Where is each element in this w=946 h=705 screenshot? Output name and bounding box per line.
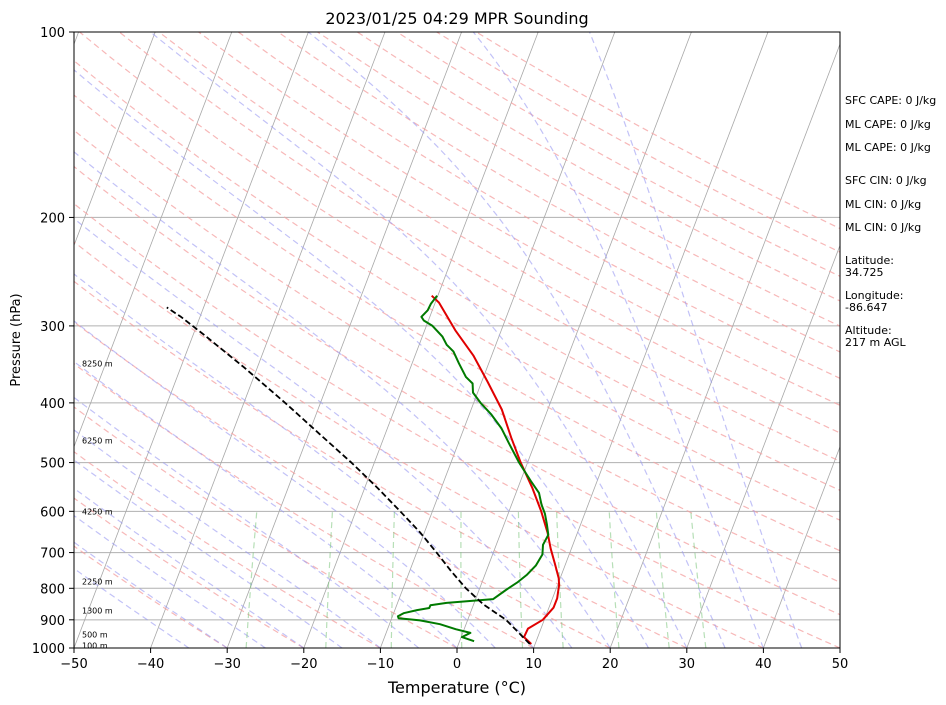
x-tick-label: −30 — [213, 657, 240, 672]
dry-adiabat-line — [74, 451, 381, 648]
moist-adiabat-line — [74, 273, 535, 648]
x-axis-ticks: −50 −40 −30 −20 −10 0 10 20 30 40 50 — [60, 648, 848, 672]
height-label: 1300 m — [82, 607, 113, 616]
dry-adiabat-line — [74, 94, 840, 552]
isotherm-line — [686, 244, 840, 648]
height-label: 100 m — [82, 641, 108, 650]
isotherm-line — [533, 32, 769, 648]
dry-adiabat-line — [74, 406, 458, 648]
isotherm-line — [609, 42, 840, 648]
x-tick-label: −10 — [367, 657, 394, 672]
moist-adiabat-line — [307, 32, 726, 648]
dry-adiabat-line — [74, 241, 764, 648]
y-tick-label: 100 — [40, 26, 65, 41]
data-series — [166, 294, 561, 645]
isotherm-line — [763, 445, 840, 648]
height-label: 8250 m — [82, 359, 113, 368]
dry-adiabat-line — [74, 60, 840, 521]
x-tick-label: −20 — [290, 657, 317, 672]
y-tick-label: 900 — [40, 614, 65, 629]
y-tick-label: 400 — [40, 397, 65, 412]
ml-cin-text-2: ML CIN: 0 J/kg — [845, 221, 921, 234]
ml-cape-text-2: ML CAPE: 0 J/kg — [845, 141, 931, 154]
x-tick-label: 40 — [755, 657, 772, 672]
dry-adiabat-line — [74, 165, 840, 616]
ml-cape-text: ML CAPE: 0 J/kg — [845, 118, 931, 131]
chart-title: 2023/01/25 04:29 MPR Sounding — [325, 9, 588, 28]
x-tick-label: 30 — [679, 657, 696, 672]
y-tick-label: 600 — [40, 505, 65, 520]
moist-adiabat-line — [150, 32, 688, 648]
height-label: 2250 m — [82, 578, 113, 587]
dry-adiabat-line — [74, 497, 305, 648]
isotherm-line — [74, 32, 156, 247]
isotherm-line — [226, 32, 462, 648]
mixing-ratio-line — [655, 511, 670, 648]
sfc-cin-text: SFC CIN: 0 J/kg — [845, 174, 927, 187]
height-label: 4250 m — [82, 507, 113, 516]
moist-adiabat-line — [74, 151, 611, 648]
moist-adiabat-line — [74, 429, 381, 648]
moist-adiabat-line — [588, 32, 803, 648]
ml-cin-text: ML CIN: 0 J/kg — [845, 198, 921, 211]
sounding-info-panel: SFC CAPE: 0 J/kg ML CAPE: 0 J/kg ML CAPE… — [845, 94, 936, 349]
altitude-value: 217 m AGL — [845, 336, 907, 349]
dewpoint-series-line — [396, 295, 550, 643]
moist-adiabat-line — [74, 459, 343, 648]
y-tick-label: 800 — [40, 582, 65, 597]
x-tick-label: 0 — [453, 657, 461, 672]
longitude-value: -86.647 — [845, 301, 887, 314]
y-tick-label: 500 — [40, 457, 65, 472]
dry-adiabat-line — [74, 363, 534, 648]
y-tick-label: 300 — [40, 320, 65, 335]
dry-adiabat-line — [317, 32, 840, 327]
mixing-ratio-line — [690, 511, 707, 648]
isotherm-line — [74, 32, 309, 648]
dry-adiabat-line — [277, 32, 840, 353]
parcel-series-line — [166, 306, 531, 645]
moist-adiabat-line — [74, 320, 496, 648]
height-label: 500 m — [82, 630, 108, 639]
latitude-label: Latitude: — [845, 254, 894, 267]
y-axis-ticks: 1000 900 800 700 600 500 400 300 200 100 — [32, 26, 74, 657]
moist-adiabat-line — [472, 32, 764, 648]
longitude-label: Longitude: — [845, 289, 903, 302]
latitude-value: 34.725 — [845, 266, 884, 279]
isotherm-line — [74, 32, 233, 448]
isotherm-line — [380, 32, 616, 648]
dry-adiabat-line — [74, 321, 611, 648]
height-labels: 100 m 500 m 1300 m 2250 m 4250 m 6250 m 8250 m — [82, 359, 113, 650]
y-tick-label: 1000 — [32, 642, 65, 657]
x-tick-label: −40 — [137, 657, 164, 672]
x-tick-label: 10 — [525, 657, 542, 672]
x-tick-label: 50 — [832, 657, 849, 672]
altitude-label: Altitude: — [845, 324, 892, 337]
dry-adiabat-line — [74, 545, 228, 648]
isotherm-line — [456, 32, 692, 648]
dry-adiabat-line — [74, 203, 840, 648]
isotherm-line — [303, 32, 539, 648]
moist-adiabat-line — [74, 360, 458, 648]
x-tick-label: 20 — [602, 657, 619, 672]
x-axis-label: Temperature (°C) — [387, 678, 526, 697]
dry-adiabat-line — [198, 32, 840, 406]
x-tick-label: −50 — [60, 657, 87, 672]
moist-adiabat-line — [74, 69, 650, 648]
moist-adiabat-line — [74, 217, 573, 648]
y-axis-label: Pressure (hPa) — [9, 293, 24, 386]
y-tick-label: 700 — [40, 547, 65, 562]
moist-adiabat-line — [74, 396, 420, 648]
height-label: 6250 m — [82, 436, 113, 445]
sfc-cape-text: SFC CAPE: 0 J/kg — [845, 94, 936, 107]
dry-adiabat-line — [158, 32, 840, 434]
background-lines — [74, 32, 840, 648]
y-tick-label: 200 — [40, 211, 65, 226]
dry-adiabat-line — [74, 280, 688, 648]
